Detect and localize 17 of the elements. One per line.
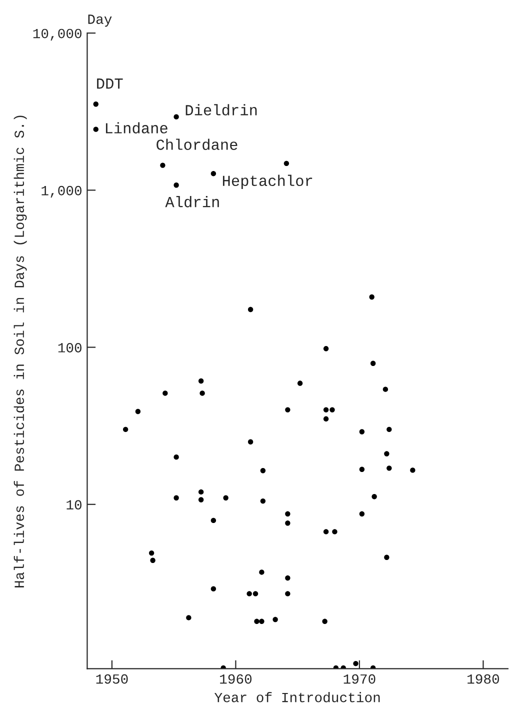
annotation: DDT bbox=[97, 78, 123, 89]
annotation: Lindane bbox=[106, 122, 168, 134]
x-tick-label: 1950 bbox=[96, 674, 128, 684]
x-tick-label: 1960 bbox=[220, 674, 252, 684]
text: Day bbox=[88, 14, 112, 27]
y-tick-label: 10 bbox=[66, 500, 82, 510]
annotation: Dieldrin bbox=[186, 104, 257, 116]
y-axis-title: Half-lives of Pesticides in Soil in Days (Logarithmic S.) bbox=[14, 116, 27, 588]
y-tick-label: 1,000 bbox=[42, 186, 82, 198]
x-tick-label: 1980 bbox=[468, 674, 500, 684]
x-tick-label: 1970 bbox=[344, 674, 376, 684]
y-tick-label: 10,000 bbox=[33, 28, 82, 41]
x-axis-title: Year of Introduction bbox=[214, 692, 380, 702]
y-tick-label: 100 bbox=[58, 343, 82, 352]
annotation: Chlordane bbox=[156, 138, 238, 150]
annotation: Aldrin bbox=[165, 196, 219, 208]
annotation: Heptachlor bbox=[222, 174, 312, 190]
